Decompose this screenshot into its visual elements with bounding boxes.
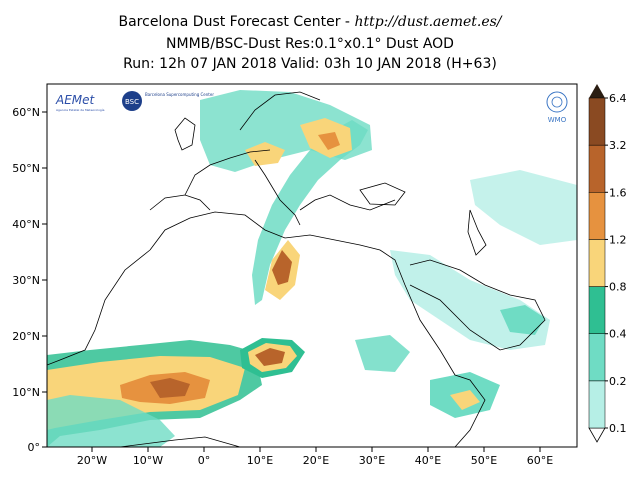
colorbar-label: 0.1 [609,422,627,435]
lat-label-50n: 50°N [12,162,40,175]
lon-label-0: 0° [198,454,211,467]
lat-label-60n: 60°N [12,106,40,119]
wmo-logo-text: WMO [548,116,567,124]
colorbar-label: 3.2 [609,139,627,152]
title-url: http://dust.aemet.es/ [354,14,502,30]
colorbar-segment [588,333,606,382]
colorbar-label: 0.4 [609,328,627,341]
colorbar-segment [588,192,606,240]
map-frame [46,83,578,448]
title-line-3: Run: 12h 07 JAN 2018 Valid: 03h 10 JAN 2… [123,56,497,72]
lon-label-30e: 30°E [359,454,385,467]
lat-label-30n: 30°N [12,274,40,287]
lon-label-60e: 60°E [527,454,553,467]
wmo-logo: WMO [546,91,568,124]
colorbar-segment [588,239,606,287]
colorbar-segment [588,286,606,334]
lat-label-0: 0° [28,441,41,454]
title-line-1: Barcelona Dust Forecast Center - http://… [0,14,620,30]
colorbar-top-arrow [589,84,605,98]
lon-label-50e: 50°E [471,454,497,467]
lat-label-40n: 40°N [12,218,40,231]
lat-label-10n: 10°N [12,386,40,399]
coastlines [47,91,546,447]
bsc-logo-subtext: Barcelona Supercomputing Center [145,92,214,97]
colorbar-segment [588,380,606,429]
colorbar: 0.1 0.2 0.4 0.8 1.2 1.6 3.2 6.4 [588,84,627,443]
colorbar-label: 0.2 [609,375,627,388]
title-line-2: NMMB/BSC-Dust Res:0.1°x0.1° Dust AOD [166,36,454,52]
lat-label-20n: 20°N [12,330,40,343]
title-prefix: Barcelona Dust Forecast Center - [118,14,355,30]
lon-label-10e: 10°E [247,454,273,467]
longitude-axis: 20°W 10°W 0° 10°E 20°E 30°E 40°E 50°E 60… [77,447,553,467]
colorbar-label: 1.6 [609,186,627,199]
lon-label-20w: 20°W [77,454,107,467]
dust-field [47,90,577,447]
bsc-logo-text: BSC [125,98,139,106]
colorbar-label: 6.4 [609,92,627,105]
colorbar-label: 1.2 [609,233,627,246]
lon-label-10w: 10°W [133,454,163,467]
aemet-logo: AEMet Agencia Estatal de Meteorología [52,88,118,114]
bsc-logo: BSC Barcelona Supercomputing Center [118,88,214,114]
colorbar-bottom-arrow [588,427,606,443]
colorbar-segment [588,144,606,193]
aemet-logo-text: AEMet [55,93,96,107]
colorbar-segment [588,97,606,146]
latitude-axis: 60°N 50°N 40°N 30°N 20°N 10°N 0° [12,106,47,454]
aemet-logo-subtext: Agencia Estatal de Meteorología [56,108,105,112]
colorbar-label: 0.8 [609,281,627,294]
lon-label-20e: 20°E [303,454,329,467]
lon-label-40e: 40°E [415,454,441,467]
